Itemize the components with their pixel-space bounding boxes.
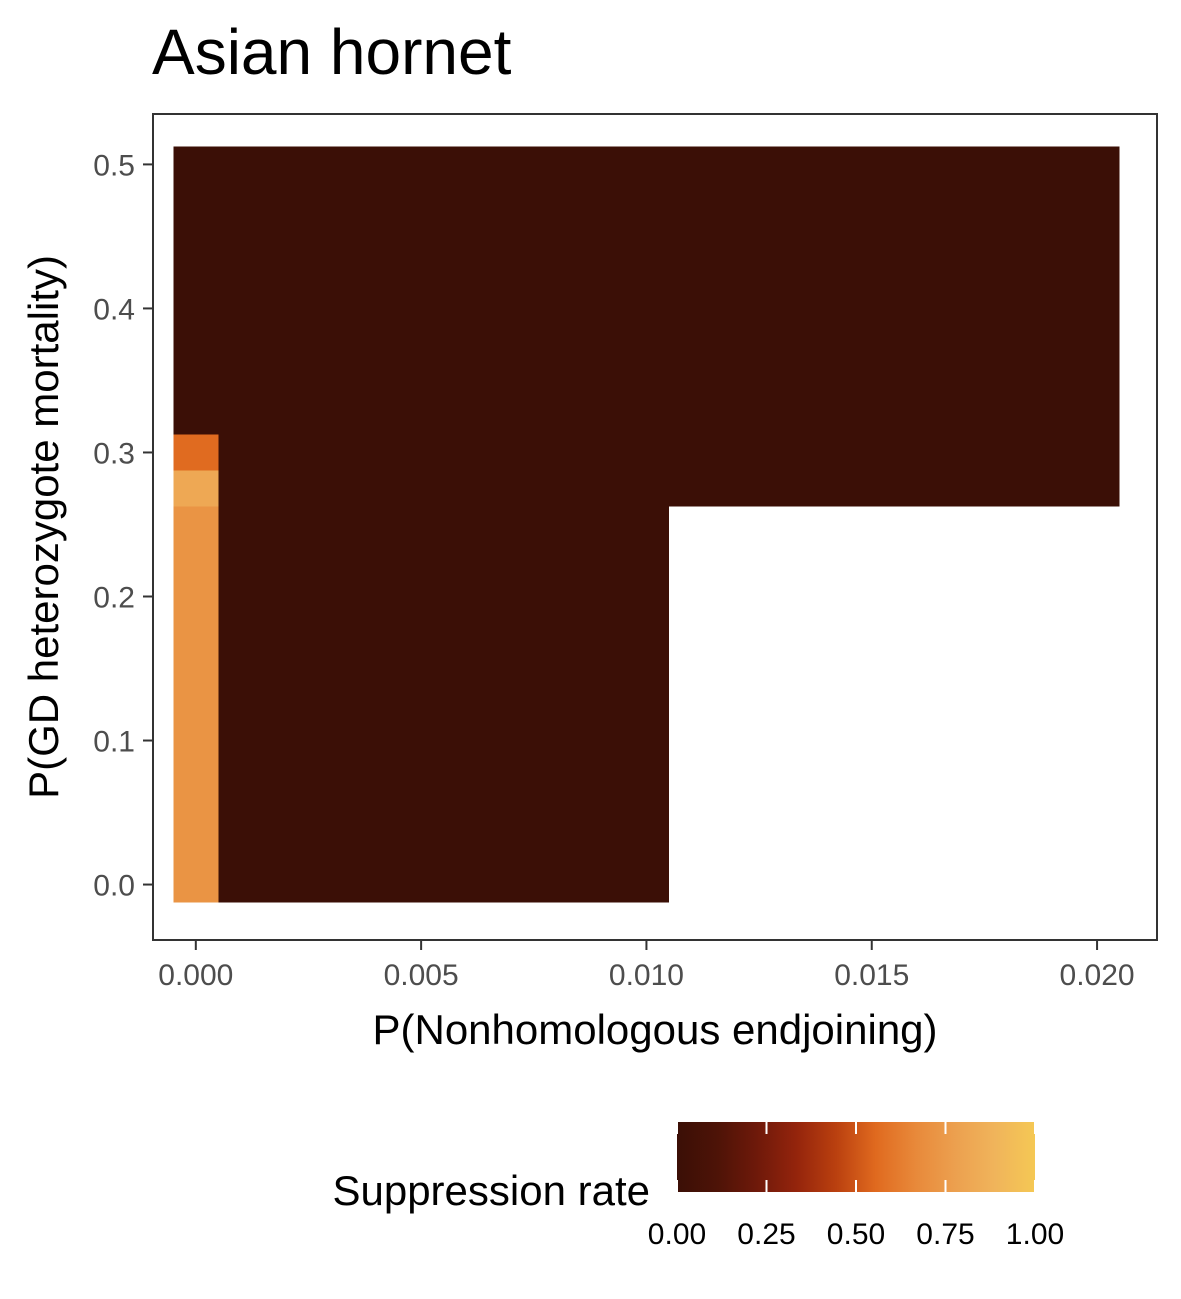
legend-tick-label: 0.25: [737, 1218, 795, 1251]
y-tick-label: 0.3: [93, 437, 135, 470]
x-tick-label: 0.015: [834, 959, 909, 992]
heatmap-cell-4: [218, 146, 669, 903]
plot-area: [152, 113, 1158, 941]
y-tick-label: 0.2: [93, 581, 135, 614]
x-axis: 0.000 0.005 0.010 0.015 0.020: [158, 940, 1135, 992]
y-axis: 0.0 0.1 0.2 0.3 0.4 0.5: [93, 149, 153, 903]
heatmap-cell-2: [173, 434, 219, 471]
y-tick-label: 0.1: [93, 726, 135, 759]
y-tick-label: 0.4: [93, 293, 135, 326]
y-tick-label: 0.5: [93, 149, 135, 182]
legend-tick-label: 0.00: [648, 1218, 706, 1251]
heatmap-cell-0: [173, 506, 219, 903]
x-tick-label: 0.000: [158, 959, 233, 992]
y-axis-title: P(GD heterozygote mortality): [20, 255, 67, 799]
y-tick-label: 0.0: [93, 870, 135, 903]
legend-ticks: 0.00 0.25 0.50 0.75 1.00: [648, 1122, 1064, 1251]
panel-border: [152, 113, 1158, 941]
heatmap-cell-3: [173, 146, 219, 435]
chart-title: Asian hornet: [152, 16, 512, 88]
heatmap-cell-5: [668, 146, 1120, 507]
legend: Suppression rate 0.00 0.25 0.50 0.75 1.00: [332, 1122, 1064, 1251]
heatmap-cell-1: [173, 470, 219, 507]
x-tick-label: 0.005: [384, 959, 459, 992]
legend-tick-label: 1.00: [1006, 1218, 1064, 1251]
x-tick-label: 0.020: [1060, 959, 1135, 992]
legend-tick-label: 0.75: [916, 1218, 974, 1251]
x-tick-label: 0.010: [609, 959, 684, 992]
x-axis-title: P(Nonhomologous endjoining): [372, 1006, 937, 1053]
legend-title: Suppression rate: [332, 1167, 650, 1214]
legend-tick-label: 0.50: [827, 1218, 885, 1251]
